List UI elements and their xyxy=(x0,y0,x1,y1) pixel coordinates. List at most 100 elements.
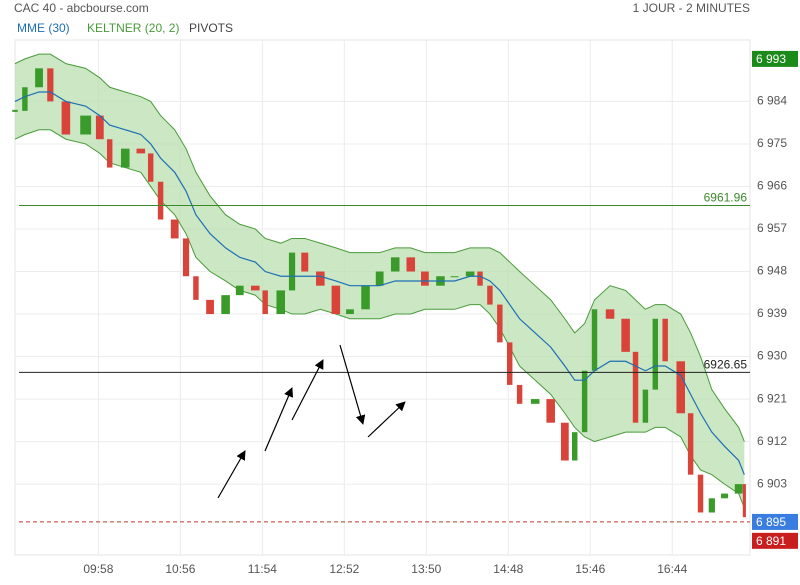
candle xyxy=(477,271,483,286)
price-badge xyxy=(752,50,798,67)
candle xyxy=(497,304,503,343)
candle xyxy=(95,115,104,140)
candle xyxy=(487,285,493,305)
candle xyxy=(506,342,513,385)
y-tick-label: 6 984 xyxy=(757,94,787,108)
candle xyxy=(560,422,569,461)
x-tick-label: 11:54 xyxy=(248,562,277,576)
candle xyxy=(621,318,630,352)
x-tick-label: 13:50 xyxy=(411,562,441,576)
price-badge xyxy=(752,513,798,530)
price-badge-label: 6 895 xyxy=(756,515,786,529)
keltner-lower xyxy=(14,129,745,508)
y-tick-label: 6 948 xyxy=(757,264,787,278)
candle xyxy=(136,148,146,154)
candle xyxy=(276,290,286,315)
candle xyxy=(721,493,729,499)
candle xyxy=(406,257,416,272)
candle xyxy=(316,271,325,286)
chart-subtitle: 1 JOUR - 2 MINUTES xyxy=(633,1,750,15)
price-badge-label: 6 993 xyxy=(756,52,786,66)
candle xyxy=(361,285,370,310)
candle xyxy=(572,432,578,461)
pivot-label: 6961.96 xyxy=(704,191,748,205)
candle xyxy=(605,309,615,319)
candle xyxy=(288,252,296,291)
y-tick-label: 6 921 xyxy=(757,391,787,405)
chart-title: CAC 40 - abcbourse.com xyxy=(14,1,149,15)
candle xyxy=(235,285,244,296)
candle xyxy=(662,318,668,362)
legend-pivots: PIVOTS xyxy=(189,21,233,35)
x-tick-label: 15:46 xyxy=(575,562,605,576)
y-tick-label: 6 975 xyxy=(757,136,787,150)
candle xyxy=(516,384,523,404)
keltner-upper xyxy=(14,53,745,442)
candle xyxy=(182,238,190,277)
arrow xyxy=(339,344,366,425)
ema-line xyxy=(14,91,745,475)
candle xyxy=(450,276,459,278)
candle xyxy=(734,484,743,494)
candle xyxy=(170,219,179,239)
candle xyxy=(331,285,341,315)
price-badge xyxy=(752,532,798,549)
candle xyxy=(375,271,384,286)
candle xyxy=(546,399,555,423)
candle xyxy=(421,271,429,286)
candle xyxy=(147,153,154,182)
arrow xyxy=(217,450,246,499)
y-tick-label: 6 912 xyxy=(757,434,787,448)
y-tick-label: 6 957 xyxy=(757,221,787,235)
candle xyxy=(687,413,694,475)
price-badge-label: 6 891 xyxy=(756,534,786,548)
candle xyxy=(35,68,43,88)
y-tick-label: 6 930 xyxy=(757,349,787,363)
candle xyxy=(642,389,649,423)
x-tick-label: 14:48 xyxy=(493,562,523,576)
candle xyxy=(47,68,54,102)
x-tick-label: 09:58 xyxy=(83,562,113,576)
candle xyxy=(206,299,214,315)
candle-layer xyxy=(12,68,746,518)
overlay-layer: 6961.96 6926.65 6 993 6 891 6 895 xyxy=(19,50,798,549)
candle xyxy=(632,351,639,423)
y-tick-label: 6 939 xyxy=(757,306,787,320)
arrow xyxy=(291,359,324,421)
candle xyxy=(697,474,704,513)
annotation-arrows xyxy=(217,344,406,499)
legend-ema: MME (30) xyxy=(17,21,70,35)
candle xyxy=(301,252,309,272)
candle xyxy=(251,285,260,291)
candle xyxy=(742,484,746,518)
x-tick-label: 16:44 xyxy=(657,562,687,576)
arrow xyxy=(264,387,294,452)
candle xyxy=(262,290,268,315)
candle xyxy=(346,309,354,315)
candle xyxy=(22,87,28,111)
candle xyxy=(61,101,71,135)
candle xyxy=(676,361,686,414)
candle xyxy=(80,115,92,135)
y-tick-label: 6 903 xyxy=(757,476,787,490)
candle xyxy=(581,370,588,433)
x-tick-label: 12:52 xyxy=(329,562,359,576)
candle xyxy=(157,181,164,220)
candle xyxy=(120,148,130,168)
candle xyxy=(221,295,230,315)
arrow xyxy=(367,401,406,438)
candle xyxy=(530,399,540,404)
candle xyxy=(193,276,199,300)
legend-keltner: KELTNER (20, 2) xyxy=(87,21,179,35)
candle xyxy=(652,318,659,390)
x-tick-label: 10:56 xyxy=(165,562,195,576)
pivot-label: 6926.65 xyxy=(704,358,748,372)
candle xyxy=(708,498,715,513)
y-tick-label: 6 966 xyxy=(757,179,787,193)
candle xyxy=(12,109,18,112)
candle xyxy=(390,257,400,272)
candle xyxy=(591,309,598,371)
candle xyxy=(465,271,475,277)
candle xyxy=(106,139,113,168)
